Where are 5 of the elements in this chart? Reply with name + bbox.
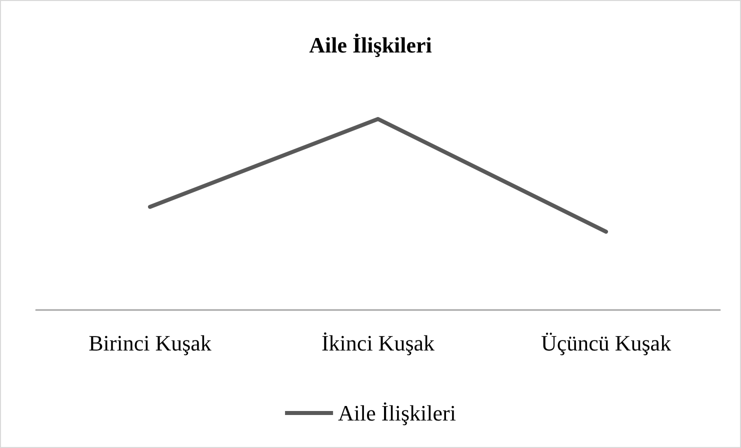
x-tick-label: Birinci Kuşak	[88, 330, 212, 356]
x-tick-label: Üçüncü Kuşak	[540, 330, 672, 356]
chart-title: Aile İlişkileri	[309, 32, 432, 58]
x-tick-label: İkinci Kuşak	[321, 330, 435, 356]
legend-label: Aile İlişkileri	[338, 400, 456, 426]
